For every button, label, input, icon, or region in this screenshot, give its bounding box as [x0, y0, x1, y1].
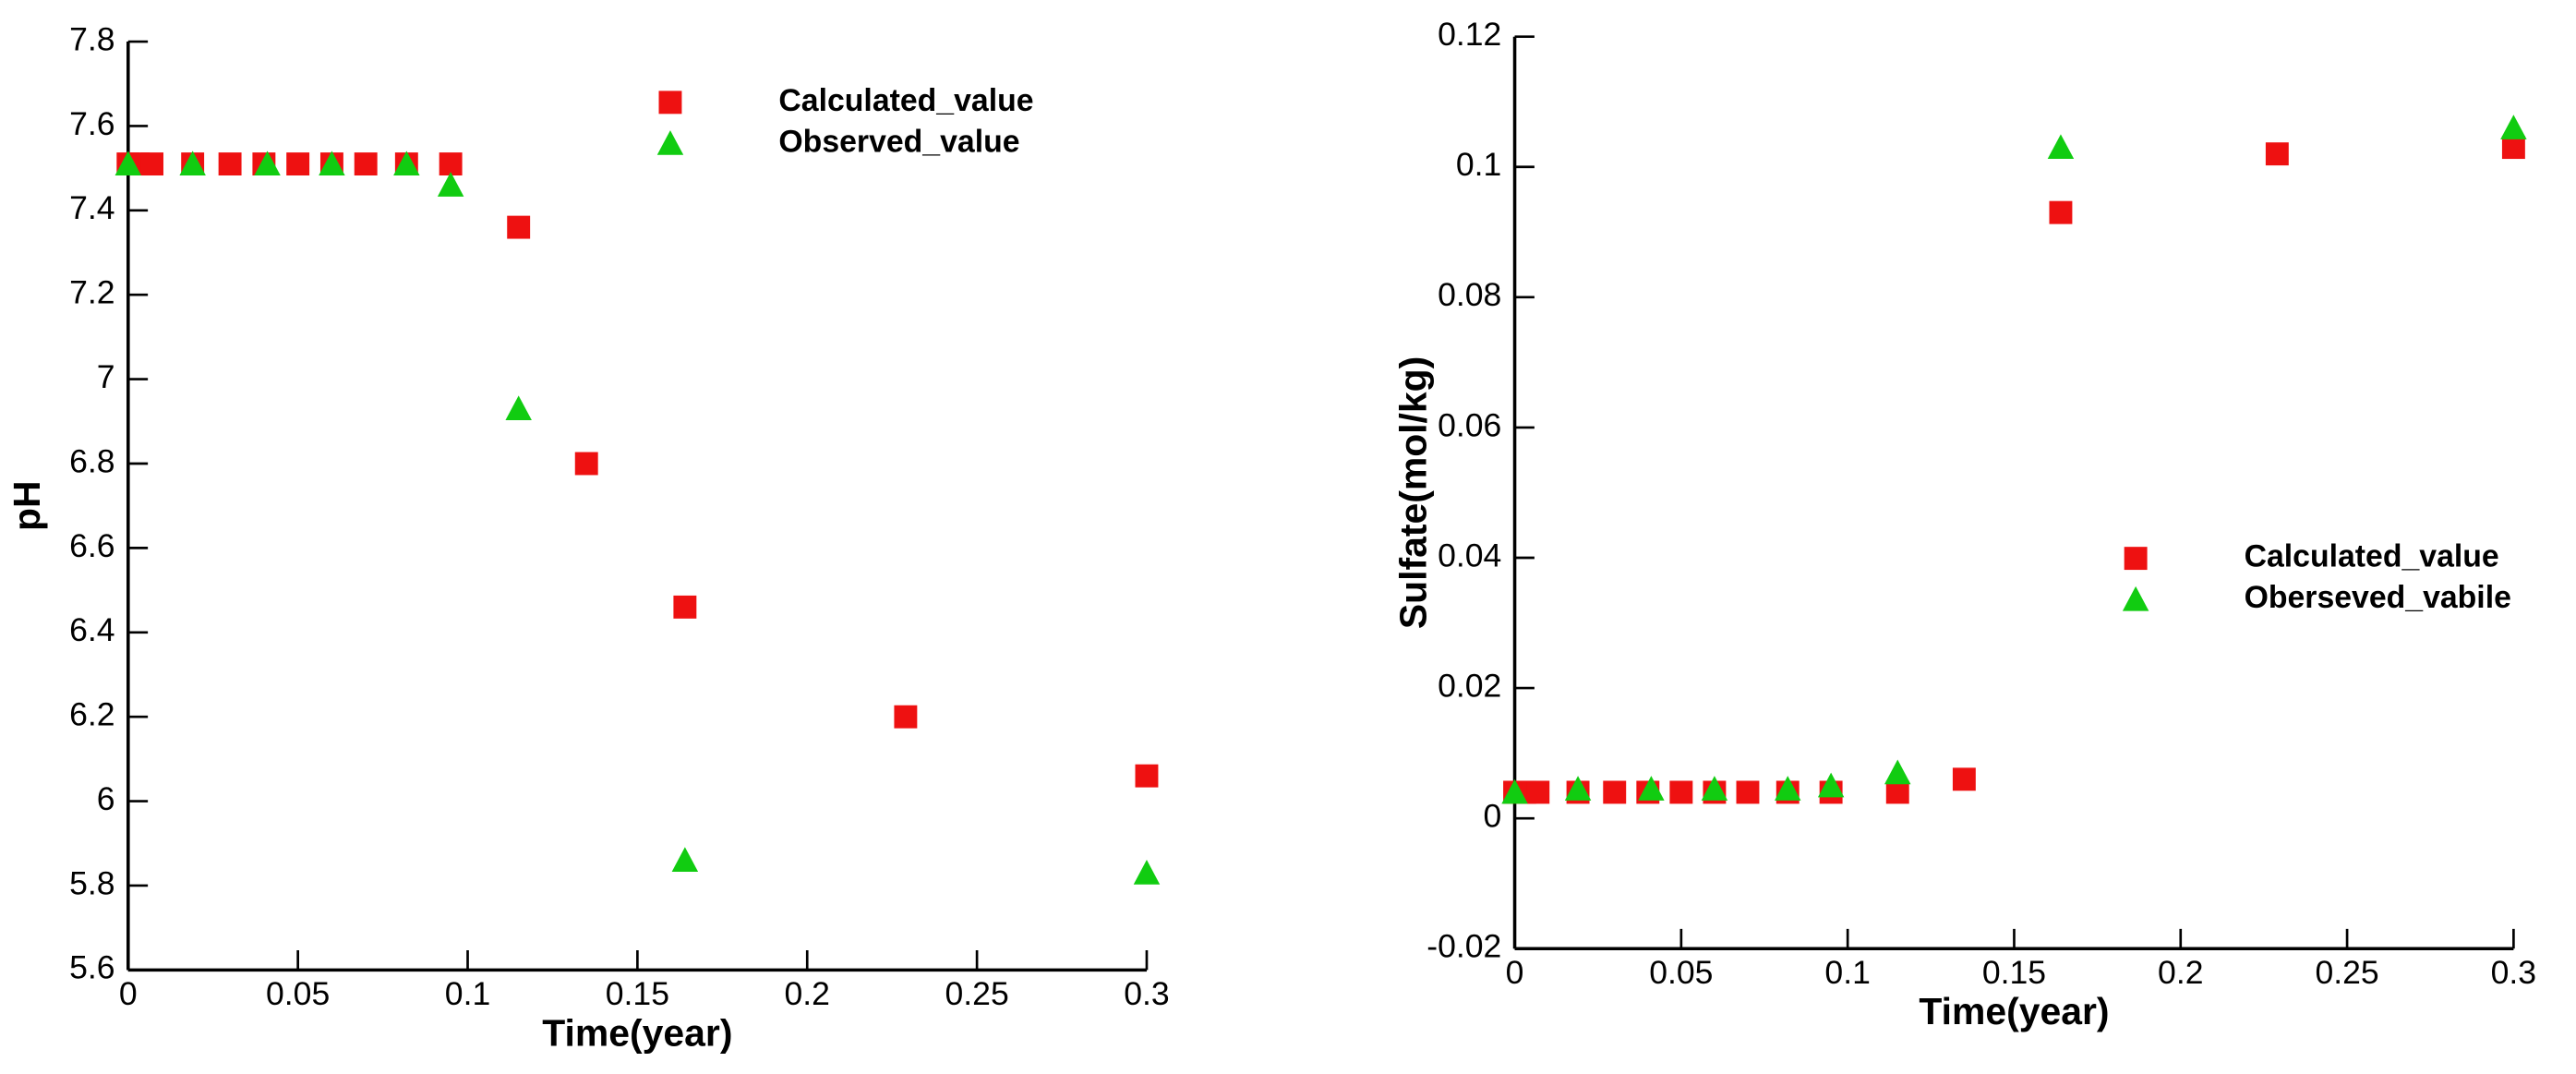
y-tick-label: 6	[97, 780, 115, 817]
marker	[1526, 780, 1550, 804]
legend-marker	[658, 91, 682, 115]
x-tick-label: 0.25	[945, 975, 1008, 1012]
x-tick-label: 0.15	[1982, 954, 2046, 991]
marker	[1885, 780, 1909, 804]
y-tick-label: 6.8	[69, 442, 114, 479]
marker	[574, 452, 598, 476]
y-tick-label: 7.8	[69, 20, 114, 57]
y-tick-label: 5.6	[69, 949, 114, 986]
marker	[218, 152, 242, 176]
y-tick-label: 0.06	[1438, 406, 1501, 443]
marker	[1501, 778, 1528, 804]
marker	[140, 152, 163, 176]
x-tick-label: 0.1	[1824, 954, 1870, 991]
x-tick-label: 0.25	[2315, 954, 2378, 991]
marker	[1736, 780, 1760, 804]
marker	[179, 151, 206, 176]
y-tick-label: 0	[1484, 798, 1502, 835]
y-axis-title: Sulfate(mol/kg)	[1392, 356, 1435, 629]
marker	[894, 705, 918, 729]
marker	[2265, 142, 2289, 166]
y-tick-label: 0.12	[1438, 16, 1501, 53]
y-tick-label: 7.6	[69, 105, 114, 142]
marker	[671, 847, 699, 872]
legend-marker	[656, 130, 684, 155]
y-tick-label: 0.04	[1438, 537, 1501, 573]
marker	[1133, 860, 1161, 885]
legend-label: Observed_value	[778, 124, 1019, 159]
legend-label: Calculated_value	[2245, 539, 2499, 574]
y-tick-label: 7.4	[69, 189, 114, 226]
marker	[439, 152, 463, 176]
marker	[1952, 767, 1976, 791]
y-tick-label: 0.1	[1456, 146, 1501, 183]
y-axis-title: pH	[6, 480, 48, 531]
marker	[319, 151, 345, 176]
marker	[1564, 776, 1592, 801]
y-tick-label: 0.08	[1438, 276, 1501, 313]
y-tick-label: 6.4	[69, 611, 114, 648]
marker	[2500, 115, 2527, 139]
marker	[507, 215, 531, 239]
x-tick-label: 0.2	[2158, 954, 2203, 991]
x-tick-label: 0.05	[266, 975, 330, 1012]
marker	[1603, 780, 1627, 804]
x-tick-label: 0.1	[445, 975, 490, 1012]
marker	[1817, 772, 1845, 798]
x-tick-label: 0.2	[785, 975, 830, 1012]
x-axis-title: Time(year)	[1919, 990, 2109, 1032]
marker	[2047, 134, 2075, 160]
x-tick-label: 0.3	[2491, 954, 2536, 991]
legend-label: Oberseved_vabile	[2245, 580, 2511, 615]
x-tick-label: 0	[119, 975, 138, 1012]
marker	[1701, 776, 1728, 801]
x-tick-label: 0.05	[1649, 954, 1713, 991]
marker	[393, 151, 420, 176]
legend-label: Calculated_value	[778, 83, 1033, 118]
marker	[1638, 776, 1665, 801]
y-tick-label: 5.8	[69, 864, 114, 901]
y-tick-label: 7	[97, 358, 115, 395]
marker	[505, 395, 532, 421]
marker	[286, 152, 310, 176]
y-tick-label: 7.2	[69, 274, 114, 311]
marker	[1884, 759, 1911, 785]
marker	[2501, 136, 2525, 160]
x-tick-label: 0.15	[606, 975, 669, 1012]
x-tick-label: 0	[1506, 954, 1524, 991]
y-tick-label: -0.02	[1426, 928, 1501, 965]
marker	[1669, 780, 1693, 804]
legend-marker	[2122, 585, 2149, 611]
y-tick-label: 6.6	[69, 527, 114, 564]
marker	[1135, 764, 1159, 788]
x-axis-title: Time(year)	[542, 1011, 732, 1054]
marker	[354, 152, 378, 176]
marker	[254, 151, 281, 176]
legend-marker	[2124, 547, 2148, 571]
marker	[673, 595, 697, 619]
marker	[114, 151, 142, 176]
y-tick-label: 0.02	[1438, 667, 1501, 704]
marker	[437, 172, 464, 197]
marker	[2049, 200, 2073, 224]
y-tick-label: 6.2	[69, 696, 114, 733]
marker	[1775, 776, 1801, 801]
x-tick-label: 0.3	[1124, 975, 1169, 1012]
